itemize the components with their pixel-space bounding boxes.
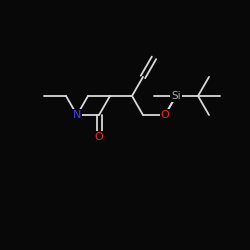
Text: Si: Si [171, 91, 181, 101]
Text: N: N [73, 110, 81, 120]
Text: O: O [94, 132, 104, 142]
Text: O: O [160, 110, 170, 120]
